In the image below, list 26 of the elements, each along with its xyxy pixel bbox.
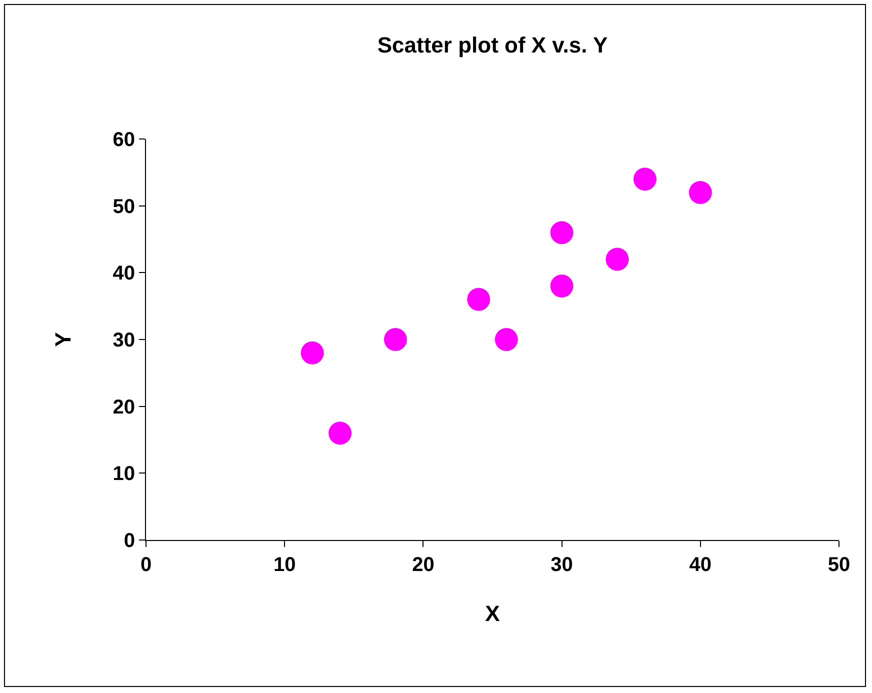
- x-tick-label: 30: [550, 554, 573, 576]
- y-tick-label: 40: [112, 262, 135, 285]
- point: [633, 168, 656, 191]
- y-tick-label: 10: [112, 463, 135, 486]
- y-tick-label: 50: [112, 196, 135, 218]
- y-tick-label: 0: [124, 530, 135, 552]
- y-tick-label: 30: [112, 330, 135, 352]
- x-tick-label: 20: [412, 554, 434, 576]
- x-tick-label: 50: [828, 554, 850, 576]
- point: [550, 221, 574, 244]
- y-tick-label: 20: [112, 396, 135, 418]
- y-axis-title: Y: [50, 332, 76, 347]
- point: [494, 328, 518, 351]
- x-tick-label: 40: [689, 554, 712, 576]
- x-tick-label: 0: [140, 554, 152, 576]
- chart-title: Scatter plot of X v.s. Y: [377, 32, 608, 58]
- point: [300, 341, 324, 364]
- y-tick-label: 60: [112, 129, 135, 151]
- point: [688, 180, 712, 204]
- point: [384, 328, 407, 351]
- x-tick-label: 10: [273, 554, 296, 576]
- point: [467, 288, 490, 311]
- point: [550, 274, 574, 298]
- x-axis-title: X: [485, 600, 500, 626]
- point: [328, 422, 352, 445]
- point: [606, 248, 629, 271]
